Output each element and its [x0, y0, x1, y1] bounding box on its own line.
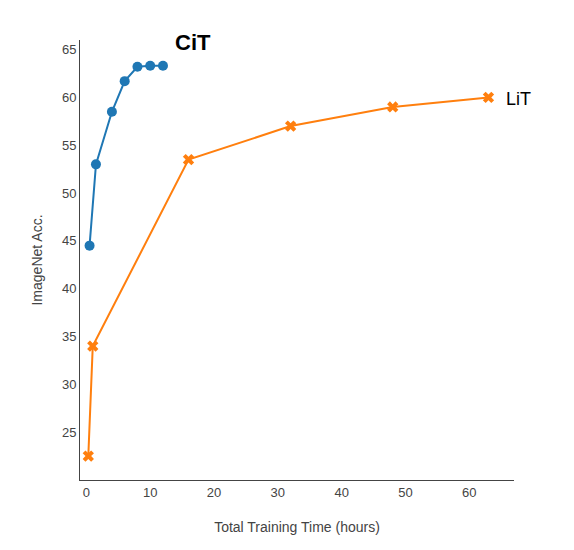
svg-text:40: 40 [334, 485, 348, 500]
svg-text:30: 30 [271, 485, 285, 500]
svg-text:0: 0 [83, 485, 90, 500]
svg-text:55: 55 [62, 138, 76, 153]
svg-text:50: 50 [62, 186, 76, 201]
svg-text:CiT: CiT [175, 30, 211, 55]
svg-text:35: 35 [62, 329, 76, 344]
svg-text:60: 60 [62, 90, 76, 105]
svg-text:20: 20 [207, 485, 221, 500]
svg-text:LiT: LiT [506, 89, 531, 109]
svg-text:25: 25 [62, 425, 76, 440]
svg-text:50: 50 [398, 485, 412, 500]
svg-text:40: 40 [62, 281, 76, 296]
svg-text:Total Training Time (hours): Total Training Time (hours) [214, 519, 380, 535]
svg-text:ImageNet Acc.: ImageNet Acc. [29, 214, 45, 305]
svg-text:65: 65 [62, 42, 76, 57]
svg-text:30: 30 [62, 377, 76, 392]
svg-text:10: 10 [143, 485, 157, 500]
svg-text:45: 45 [62, 233, 76, 248]
svg-text:60: 60 [462, 485, 476, 500]
